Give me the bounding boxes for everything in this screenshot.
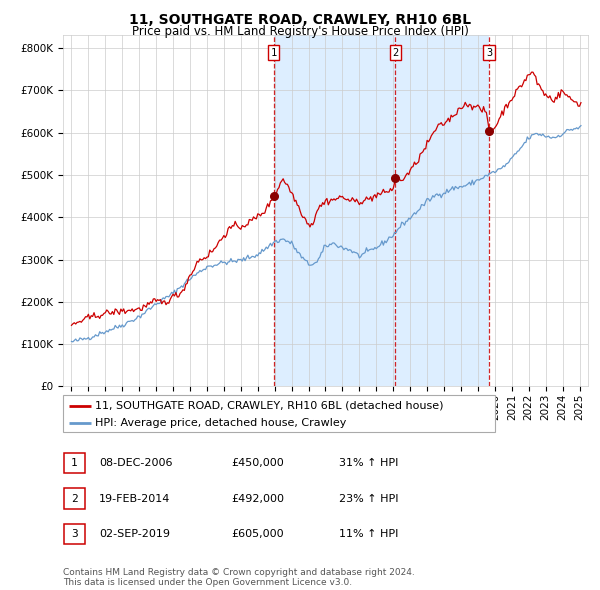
- Text: 11, SOUTHGATE ROAD, CRAWLEY, RH10 6BL (detached house): 11, SOUTHGATE ROAD, CRAWLEY, RH10 6BL (d…: [95, 401, 444, 411]
- Text: 3: 3: [71, 529, 78, 539]
- Text: 2: 2: [71, 494, 78, 503]
- Text: 08-DEC-2006: 08-DEC-2006: [99, 458, 173, 468]
- Text: Contains HM Land Registry data © Crown copyright and database right 2024.
This d: Contains HM Land Registry data © Crown c…: [63, 568, 415, 587]
- FancyBboxPatch shape: [63, 395, 495, 432]
- FancyBboxPatch shape: [64, 489, 85, 509]
- Bar: [274, 35, 395, 386]
- Text: 19-FEB-2014: 19-FEB-2014: [99, 494, 170, 503]
- Bar: [395, 35, 489, 386]
- Text: 1: 1: [71, 458, 78, 468]
- Text: 11, SOUTHGATE ROAD, CRAWLEY, RH10 6BL: 11, SOUTHGATE ROAD, CRAWLEY, RH10 6BL: [129, 13, 471, 27]
- Text: £492,000: £492,000: [231, 494, 284, 503]
- Text: HPI: Average price, detached house, Crawley: HPI: Average price, detached house, Craw…: [95, 418, 347, 428]
- Text: 11% ↑ HPI: 11% ↑ HPI: [339, 529, 398, 539]
- Text: £450,000: £450,000: [231, 458, 284, 468]
- Text: £605,000: £605,000: [231, 529, 284, 539]
- Text: 31% ↑ HPI: 31% ↑ HPI: [339, 458, 398, 468]
- FancyBboxPatch shape: [64, 524, 85, 544]
- Text: 3: 3: [486, 48, 493, 58]
- FancyBboxPatch shape: [64, 453, 85, 473]
- Text: 02-SEP-2019: 02-SEP-2019: [99, 529, 170, 539]
- Text: 2: 2: [392, 48, 398, 58]
- Text: 1: 1: [271, 48, 277, 58]
- Text: 23% ↑ HPI: 23% ↑ HPI: [339, 494, 398, 503]
- Text: Price paid vs. HM Land Registry's House Price Index (HPI): Price paid vs. HM Land Registry's House …: [131, 25, 469, 38]
